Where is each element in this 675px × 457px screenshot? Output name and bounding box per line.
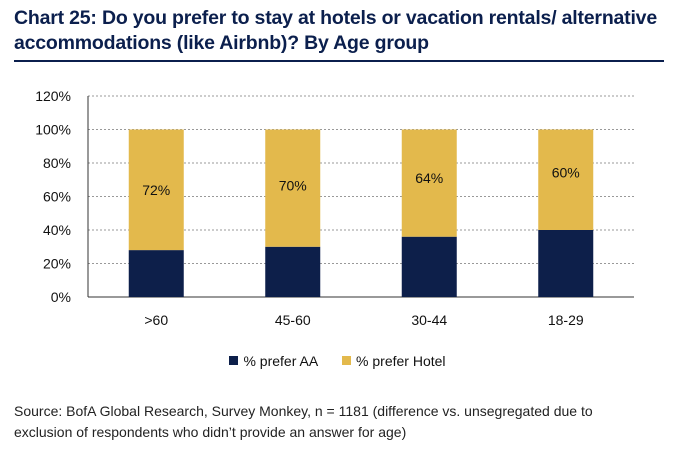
bar-segment-hotel <box>401 129 457 237</box>
bar-segment-aa <box>265 246 321 297</box>
chart-area: 0% 20% 40% 60% 80% 100% 120% 72% >60 70% 45-60 64% 3… <box>35 88 634 328</box>
x-tick-label: >60 <box>144 312 168 328</box>
data-label: 70% <box>279 178 307 194</box>
title-underline <box>14 60 664 62</box>
data-label: 60% <box>552 164 580 180</box>
data-label: 72% <box>142 182 170 198</box>
legend-swatch-aa <box>229 356 239 365</box>
x-tick-label: 18-29 <box>548 312 584 328</box>
bar-segment-hotel <box>538 129 594 230</box>
y-tick-label: 100% <box>35 122 71 138</box>
y-tick-label: 20% <box>43 256 71 272</box>
x-tick-label: 30-44 <box>411 312 447 328</box>
bar-segment-aa <box>401 236 457 297</box>
y-tick-label: 0% <box>51 289 71 305</box>
x-tick-label: 45-60 <box>275 312 311 328</box>
bar-segment-aa <box>128 250 184 297</box>
bar-segment-aa <box>538 230 594 297</box>
legend-swatch-hotel <box>342 356 352 365</box>
legend: % prefer AA % prefer Hotel <box>0 352 675 369</box>
chart-title: Chart 25: Do you prefer to stay at hotel… <box>14 7 657 54</box>
data-label: 64% <box>415 170 443 186</box>
bar-segment-hotel <box>265 129 321 247</box>
bar-segment-hotel <box>128 129 184 251</box>
legend-item-hotel: % prefer Hotel <box>342 352 446 369</box>
y-tick-label: 80% <box>43 155 71 171</box>
legend-item-aa: % prefer AA <box>229 353 318 369</box>
y-tick-label: 40% <box>43 222 71 238</box>
source-note: Source: BofA Global Research, Survey Mon… <box>14 403 593 440</box>
y-tick-label: 60% <box>43 189 71 205</box>
y-tick-label: 120% <box>35 88 71 104</box>
legend-label-hotel: % prefer Hotel <box>356 352 446 369</box>
legend-label-aa: % prefer AA <box>243 352 319 369</box>
